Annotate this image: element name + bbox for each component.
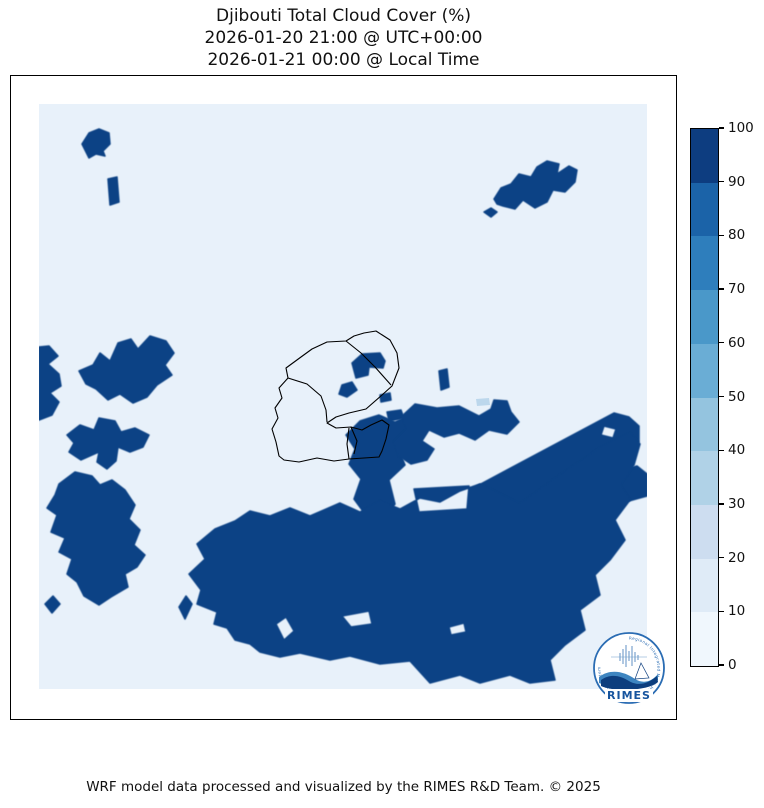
- colorbar-segment: [691, 290, 718, 344]
- colorbar-segment: [691, 558, 718, 613]
- cloud-patch: [78, 335, 175, 404]
- title-line-3: 2026-01-21 00:00 @ Local Time: [207, 50, 480, 70]
- colorbar-tick-label: 100: [728, 120, 754, 136]
- colorbar-segment: [691, 504, 718, 559]
- colorbar-tick-mark: [719, 664, 724, 666]
- admin-boundary: [346, 427, 350, 460]
- colorbar-tick-mark: [719, 181, 724, 183]
- logo-wave-dark: [601, 675, 658, 690]
- colorbar-tick-label: 30: [728, 495, 746, 512]
- colorbar: 0 10 20 30 40 50 60 70 80 90 100: [690, 120, 764, 673]
- footer-credit: WRF model data processed and visualized …: [86, 779, 601, 795]
- colorbar-tick-label: 60: [728, 334, 746, 351]
- cloud-layer: [39, 128, 647, 684]
- cloud-patch: [345, 414, 412, 546]
- djibouti-boundaries: [271, 330, 400, 463]
- colorbar-segment: [691, 129, 718, 183]
- colorbar-segment: [691, 236, 718, 291]
- cloud-patch: [188, 432, 641, 684]
- figure-title: Djibouti Total Cloud Cover (%) 2026-01-2…: [10, 5, 677, 71]
- cloud-patch: [438, 368, 450, 391]
- logo-sail-icon: [634, 662, 650, 680]
- cloud-cover-map: [39, 104, 647, 689]
- colorbar-segment: [691, 397, 718, 452]
- rimes-logo-text: RIMES: [607, 689, 651, 702]
- colorbar-tick-label: 80: [728, 227, 746, 244]
- faint-cloud-layer: [476, 398, 490, 406]
- colorbar-tick-mark: [719, 449, 724, 451]
- cloud-patch: [66, 417, 150, 470]
- cloud-patch: [351, 352, 386, 379]
- admin-boundary: [350, 426, 358, 455]
- map-axes: Regional Integrated Multi-Hazard Early W…: [10, 75, 677, 720]
- colorbar-segment: [691, 612, 718, 667]
- cloud-patch: [338, 381, 358, 398]
- colorbar-tick-mark: [719, 503, 724, 505]
- colorbar-tick-label: 50: [728, 388, 746, 405]
- cloud-patch: [379, 392, 392, 403]
- logo-seismograph-icon: [611, 645, 647, 667]
- colorbar-tick-mark: [719, 610, 724, 612]
- colorbar-tick-mark: [719, 127, 724, 129]
- colorbar-tick-label: 40: [728, 442, 746, 459]
- cloud-patch: [483, 207, 498, 218]
- cloud-patch: [178, 595, 193, 620]
- colorbar-tick-mark: [719, 395, 724, 398]
- cloud-patch: [81, 128, 111, 159]
- title-line-2: 2026-01-20 21:00 @ UTC+00:00: [204, 28, 483, 48]
- colorbar-tick-mark: [719, 234, 724, 237]
- admin-boundary: [271, 330, 400, 463]
- colorbar-tick-label: 20: [728, 549, 746, 566]
- title-line-1: Djibouti Total Cloud Cover (%): [216, 6, 471, 26]
- colorbar-tick-label: 90: [728, 173, 746, 190]
- colorbar-tick-mark: [719, 342, 724, 344]
- colorbar-segment: [691, 451, 718, 505]
- logo-text-band: [605, 689, 653, 702]
- colorbar-tick-label: 0: [728, 657, 737, 673]
- rimes-logo: Regional Integrated Multi-Hazard Early W…: [591, 630, 667, 706]
- faint-cloud-patch: [476, 398, 490, 406]
- colorbar-tick-mark: [719, 288, 724, 290]
- cloud-patch: [493, 160, 578, 210]
- cloud-patch: [39, 345, 62, 421]
- colorbar-segments: [690, 128, 719, 667]
- colorbar-segment: [691, 182, 718, 237]
- colorbar-tick-mark: [719, 556, 724, 559]
- cloud-patch: [393, 399, 520, 465]
- admin-boundary: [287, 377, 328, 423]
- colorbar-tick-label: 10: [728, 603, 746, 620]
- logo-ring: [593, 632, 665, 704]
- colorbar-tick-label: 70: [728, 281, 746, 298]
- admin-boundary: [345, 340, 392, 386]
- cloud-patch: [44, 595, 61, 614]
- cloud-patch: [107, 176, 120, 206]
- cloud-patch: [46, 471, 146, 606]
- colorbar-segment: [691, 343, 718, 398]
